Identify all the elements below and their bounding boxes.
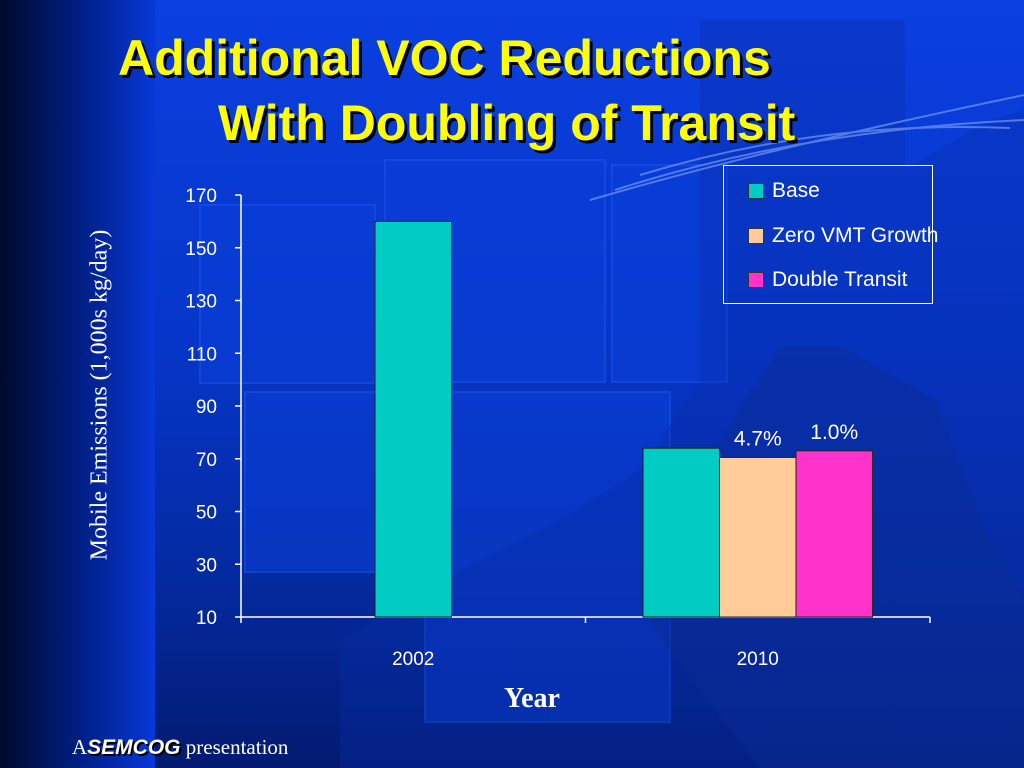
legend-swatch-zero-vmt-growth bbox=[748, 228, 764, 244]
y-tick-label: 10 bbox=[196, 608, 217, 629]
footer-suffix: presentation bbox=[185, 735, 289, 759]
legend-item-double-transit: Double Transit bbox=[748, 267, 907, 293]
data-label-zero-vmt-growth: 4.7% bbox=[734, 427, 782, 450]
legend-label-base: Base bbox=[772, 179, 820, 202]
bar-double-transit-2010 bbox=[795, 450, 873, 618]
chart-legend: Base Zero VMT Growth Double Transit bbox=[723, 165, 938, 304]
legend-item-base: Base bbox=[748, 178, 820, 204]
title-line-1: Additional VOC Reductions bbox=[118, 30, 771, 86]
y-tick-label: 50 bbox=[196, 503, 217, 524]
legend-swatch-double-transit bbox=[748, 272, 764, 288]
y-axis-label: Mobile Emissions (1,000s kg/day) bbox=[86, 229, 113, 561]
y-tick-label: 90 bbox=[196, 397, 217, 418]
y-tick-label: 170 bbox=[185, 186, 217, 207]
y-tick-label: 110 bbox=[187, 344, 217, 365]
legend-swatch-base bbox=[748, 183, 764, 199]
semcog-logo-text: SEMCOG bbox=[87, 736, 181, 759]
footer-credit: ASEMCOG presentation bbox=[72, 735, 288, 760]
bar-base-2010 bbox=[642, 447, 721, 618]
y-tick-label: 70 bbox=[196, 450, 217, 471]
x-tick-label: 2010 bbox=[737, 649, 779, 670]
bar-base-2002 bbox=[374, 220, 452, 618]
data-label-double-transit: 1.0% bbox=[810, 421, 858, 444]
left-gradient-band bbox=[0, 0, 155, 768]
y-tick-label: 150 bbox=[185, 239, 217, 260]
legend-item-zero-vmt-growth: Zero VMT Growth bbox=[748, 223, 938, 249]
x-axis-label: Year bbox=[504, 683, 560, 714]
x-tick-label: 2002 bbox=[392, 649, 434, 670]
title-line-2: With Doubling of Transit bbox=[218, 95, 796, 151]
y-ticks: 170 150 130 110 90 70 50 30 10 bbox=[185, 186, 241, 629]
data-labels: 4.7% 1.0% bbox=[734, 421, 858, 451]
legend-label-double-transit: Double Transit bbox=[772, 268, 908, 291]
x-ticks: 2002 2010 bbox=[240, 617, 931, 670]
bars bbox=[374, 220, 873, 618]
y-tick-label: 30 bbox=[196, 555, 217, 576]
legend-label-zero-vmt-growth: Zero VMT Growth bbox=[772, 224, 939, 247]
bar-zero-vmt-growth-2010 bbox=[719, 456, 797, 618]
y-tick-label: 130 bbox=[185, 292, 217, 313]
footer-prefix: A bbox=[72, 735, 88, 759]
